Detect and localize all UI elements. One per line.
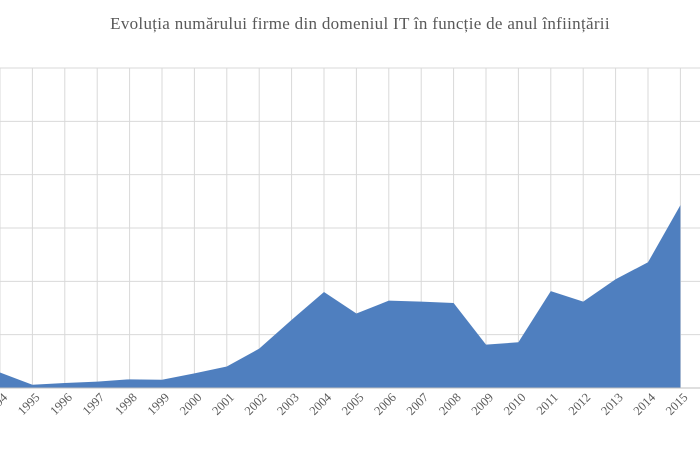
chart-title: Evoluția numărului firme din domeniul IT… [110, 14, 610, 33]
x-tick-label: 2005 [339, 390, 367, 418]
x-tick-label: 2003 [274, 390, 302, 418]
x-tick-label: 2006 [371, 390, 399, 418]
x-tick-label: 2013 [598, 390, 626, 418]
x-tick-label: 1997 [80, 390, 108, 418]
x-tick-label: 1996 [47, 390, 75, 418]
x-tick-label: 1995 [15, 390, 43, 418]
x-tick-label: 2010 [501, 390, 529, 418]
x-tick-label: 2004 [307, 390, 335, 418]
x-tick-label: 2001 [209, 390, 237, 418]
x-tick-label: 2012 [566, 390, 594, 418]
x-tick-label: 1994 [0, 390, 11, 418]
x-tick-label: 2014 [631, 390, 659, 418]
x-tick-label: 2007 [404, 390, 432, 418]
x-tick-label: 2011 [534, 390, 561, 417]
x-tick-label: 2002 [242, 390, 270, 418]
x-axis-tick-labels: 1994 1995 1996 1997 1998 1999 2000 2001 2002 2003… [0, 390, 691, 418]
x-tick-label: 1999 [145, 390, 173, 418]
x-tick-label: 1998 [112, 390, 140, 418]
x-tick-label: 2008 [436, 390, 464, 418]
x-tick-label: 2000 [177, 390, 205, 418]
x-tick-label: 2009 [469, 390, 497, 418]
x-tick-label: 2015 [663, 390, 691, 418]
area-series [0, 205, 681, 388]
